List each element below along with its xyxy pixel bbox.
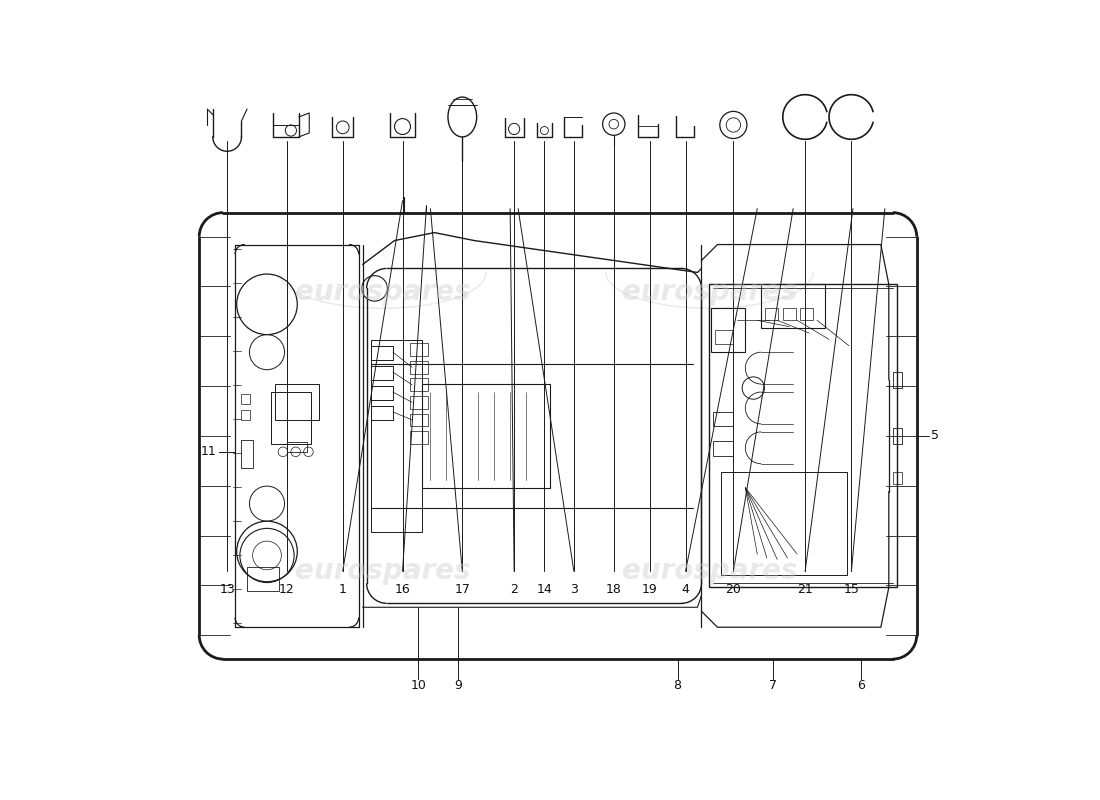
Bar bbox=[371, 386, 393, 400]
Bar bbox=[287, 442, 307, 452]
Text: 17: 17 bbox=[454, 583, 470, 596]
Text: 7: 7 bbox=[769, 679, 778, 692]
Text: 5: 5 bbox=[931, 430, 939, 442]
Bar bbox=[410, 378, 428, 391]
Bar bbox=[801, 308, 813, 320]
Text: 15: 15 bbox=[844, 583, 859, 596]
Bar bbox=[710, 285, 896, 587]
Bar bbox=[371, 346, 393, 360]
Bar bbox=[893, 428, 902, 444]
Text: 12: 12 bbox=[279, 583, 295, 596]
Bar bbox=[715, 330, 733, 344]
Text: 19: 19 bbox=[641, 583, 658, 596]
Text: eurospares: eurospares bbox=[295, 558, 471, 586]
Bar bbox=[714, 442, 734, 456]
Bar bbox=[248, 567, 279, 591]
Bar bbox=[711, 308, 745, 352]
Bar bbox=[371, 366, 393, 380]
Bar bbox=[275, 384, 319, 420]
Text: 13: 13 bbox=[219, 583, 235, 596]
Bar bbox=[714, 412, 734, 426]
Text: 20: 20 bbox=[725, 583, 741, 596]
Bar bbox=[241, 410, 250, 420]
Bar bbox=[410, 361, 428, 374]
Text: 10: 10 bbox=[410, 679, 427, 692]
Text: 9: 9 bbox=[454, 679, 462, 692]
Text: 6: 6 bbox=[857, 679, 865, 692]
Text: 21: 21 bbox=[798, 583, 813, 596]
Text: 18: 18 bbox=[606, 583, 621, 596]
Bar bbox=[893, 372, 902, 388]
Bar bbox=[241, 394, 250, 404]
Bar bbox=[410, 396, 428, 409]
Text: 4: 4 bbox=[682, 583, 690, 596]
Text: 11: 11 bbox=[201, 446, 217, 458]
Text: eurospares: eurospares bbox=[621, 558, 797, 586]
Bar bbox=[371, 406, 393, 420]
Bar bbox=[410, 343, 428, 356]
Bar bbox=[761, 285, 825, 328]
Bar bbox=[410, 431, 428, 444]
Text: 8: 8 bbox=[673, 679, 682, 692]
Text: 14: 14 bbox=[537, 583, 552, 596]
Bar bbox=[893, 472, 902, 484]
Text: eurospares: eurospares bbox=[621, 278, 797, 306]
Text: eurospares: eurospares bbox=[295, 278, 471, 306]
Bar bbox=[371, 340, 422, 531]
Text: 1: 1 bbox=[339, 583, 346, 596]
Text: 16: 16 bbox=[395, 583, 410, 596]
Bar bbox=[241, 440, 253, 468]
Bar bbox=[783, 308, 795, 320]
Bar bbox=[722, 472, 847, 575]
Bar bbox=[422, 384, 550, 488]
Bar bbox=[766, 308, 778, 320]
Text: 2: 2 bbox=[510, 583, 518, 596]
Bar bbox=[410, 414, 428, 426]
Bar bbox=[271, 392, 311, 444]
Text: 3: 3 bbox=[570, 583, 578, 596]
